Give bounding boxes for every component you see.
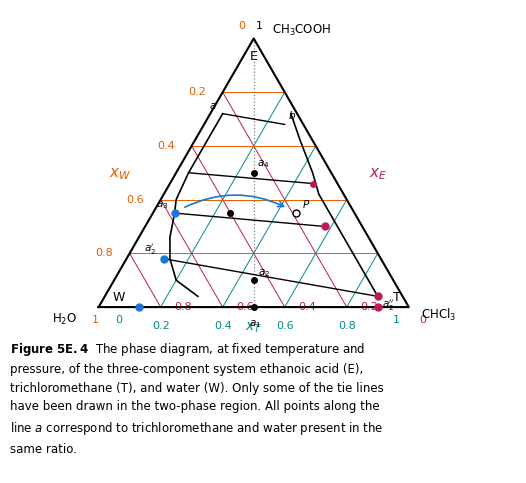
Text: 0: 0 bbox=[419, 314, 426, 325]
Text: 1: 1 bbox=[393, 314, 400, 325]
Text: 1: 1 bbox=[92, 314, 99, 325]
Text: $\mathbf{Figure\ 5E.4}$  The phase diagram, at fixed temperature and
pressure, o: $\mathbf{Figure\ 5E.4}$ The phase diagra… bbox=[11, 341, 384, 455]
Text: $x_T$: $x_T$ bbox=[245, 320, 262, 335]
Text: 0: 0 bbox=[115, 314, 122, 325]
Text: H$_2$O: H$_2$O bbox=[52, 312, 77, 327]
Text: 0.8: 0.8 bbox=[95, 248, 113, 258]
Text: CHCl$_3$: CHCl$_3$ bbox=[421, 307, 457, 323]
Text: 0.4: 0.4 bbox=[214, 321, 231, 331]
Text: $a$: $a$ bbox=[209, 100, 217, 111]
Text: $a_2^{\prime\prime}$: $a_2^{\prime\prime}$ bbox=[382, 298, 395, 313]
Text: $a_3$: $a_3$ bbox=[156, 199, 168, 211]
Text: W: W bbox=[113, 291, 125, 304]
Text: T: T bbox=[393, 291, 401, 304]
Text: $a_4$: $a_4$ bbox=[257, 158, 269, 170]
Text: 0: 0 bbox=[238, 21, 246, 31]
Text: $x_W$: $x_W$ bbox=[109, 166, 132, 182]
Text: E: E bbox=[250, 50, 258, 63]
Text: $x_E$: $x_E$ bbox=[369, 166, 387, 182]
FancyArrowPatch shape bbox=[185, 195, 284, 207]
Text: CH$_3$COOH: CH$_3$COOH bbox=[272, 23, 331, 38]
Text: 0.6: 0.6 bbox=[237, 302, 254, 312]
Text: $a_2$: $a_2$ bbox=[258, 267, 270, 279]
Text: 0.2: 0.2 bbox=[361, 302, 379, 312]
Text: 0.2: 0.2 bbox=[152, 321, 169, 331]
Text: 0.6: 0.6 bbox=[276, 321, 294, 331]
Text: $b$: $b$ bbox=[288, 109, 296, 121]
Text: 0.4: 0.4 bbox=[299, 302, 317, 312]
Text: 0.8: 0.8 bbox=[175, 302, 193, 312]
Text: $P$: $P$ bbox=[302, 198, 310, 210]
Text: $a_1$: $a_1$ bbox=[249, 318, 261, 330]
Text: 0.4: 0.4 bbox=[157, 141, 175, 151]
Text: 0.6: 0.6 bbox=[126, 195, 144, 205]
Text: 1: 1 bbox=[256, 21, 263, 31]
Text: $a_2'$: $a_2'$ bbox=[144, 242, 156, 257]
Text: 0.8: 0.8 bbox=[338, 321, 356, 331]
Text: 0.2: 0.2 bbox=[188, 87, 206, 97]
